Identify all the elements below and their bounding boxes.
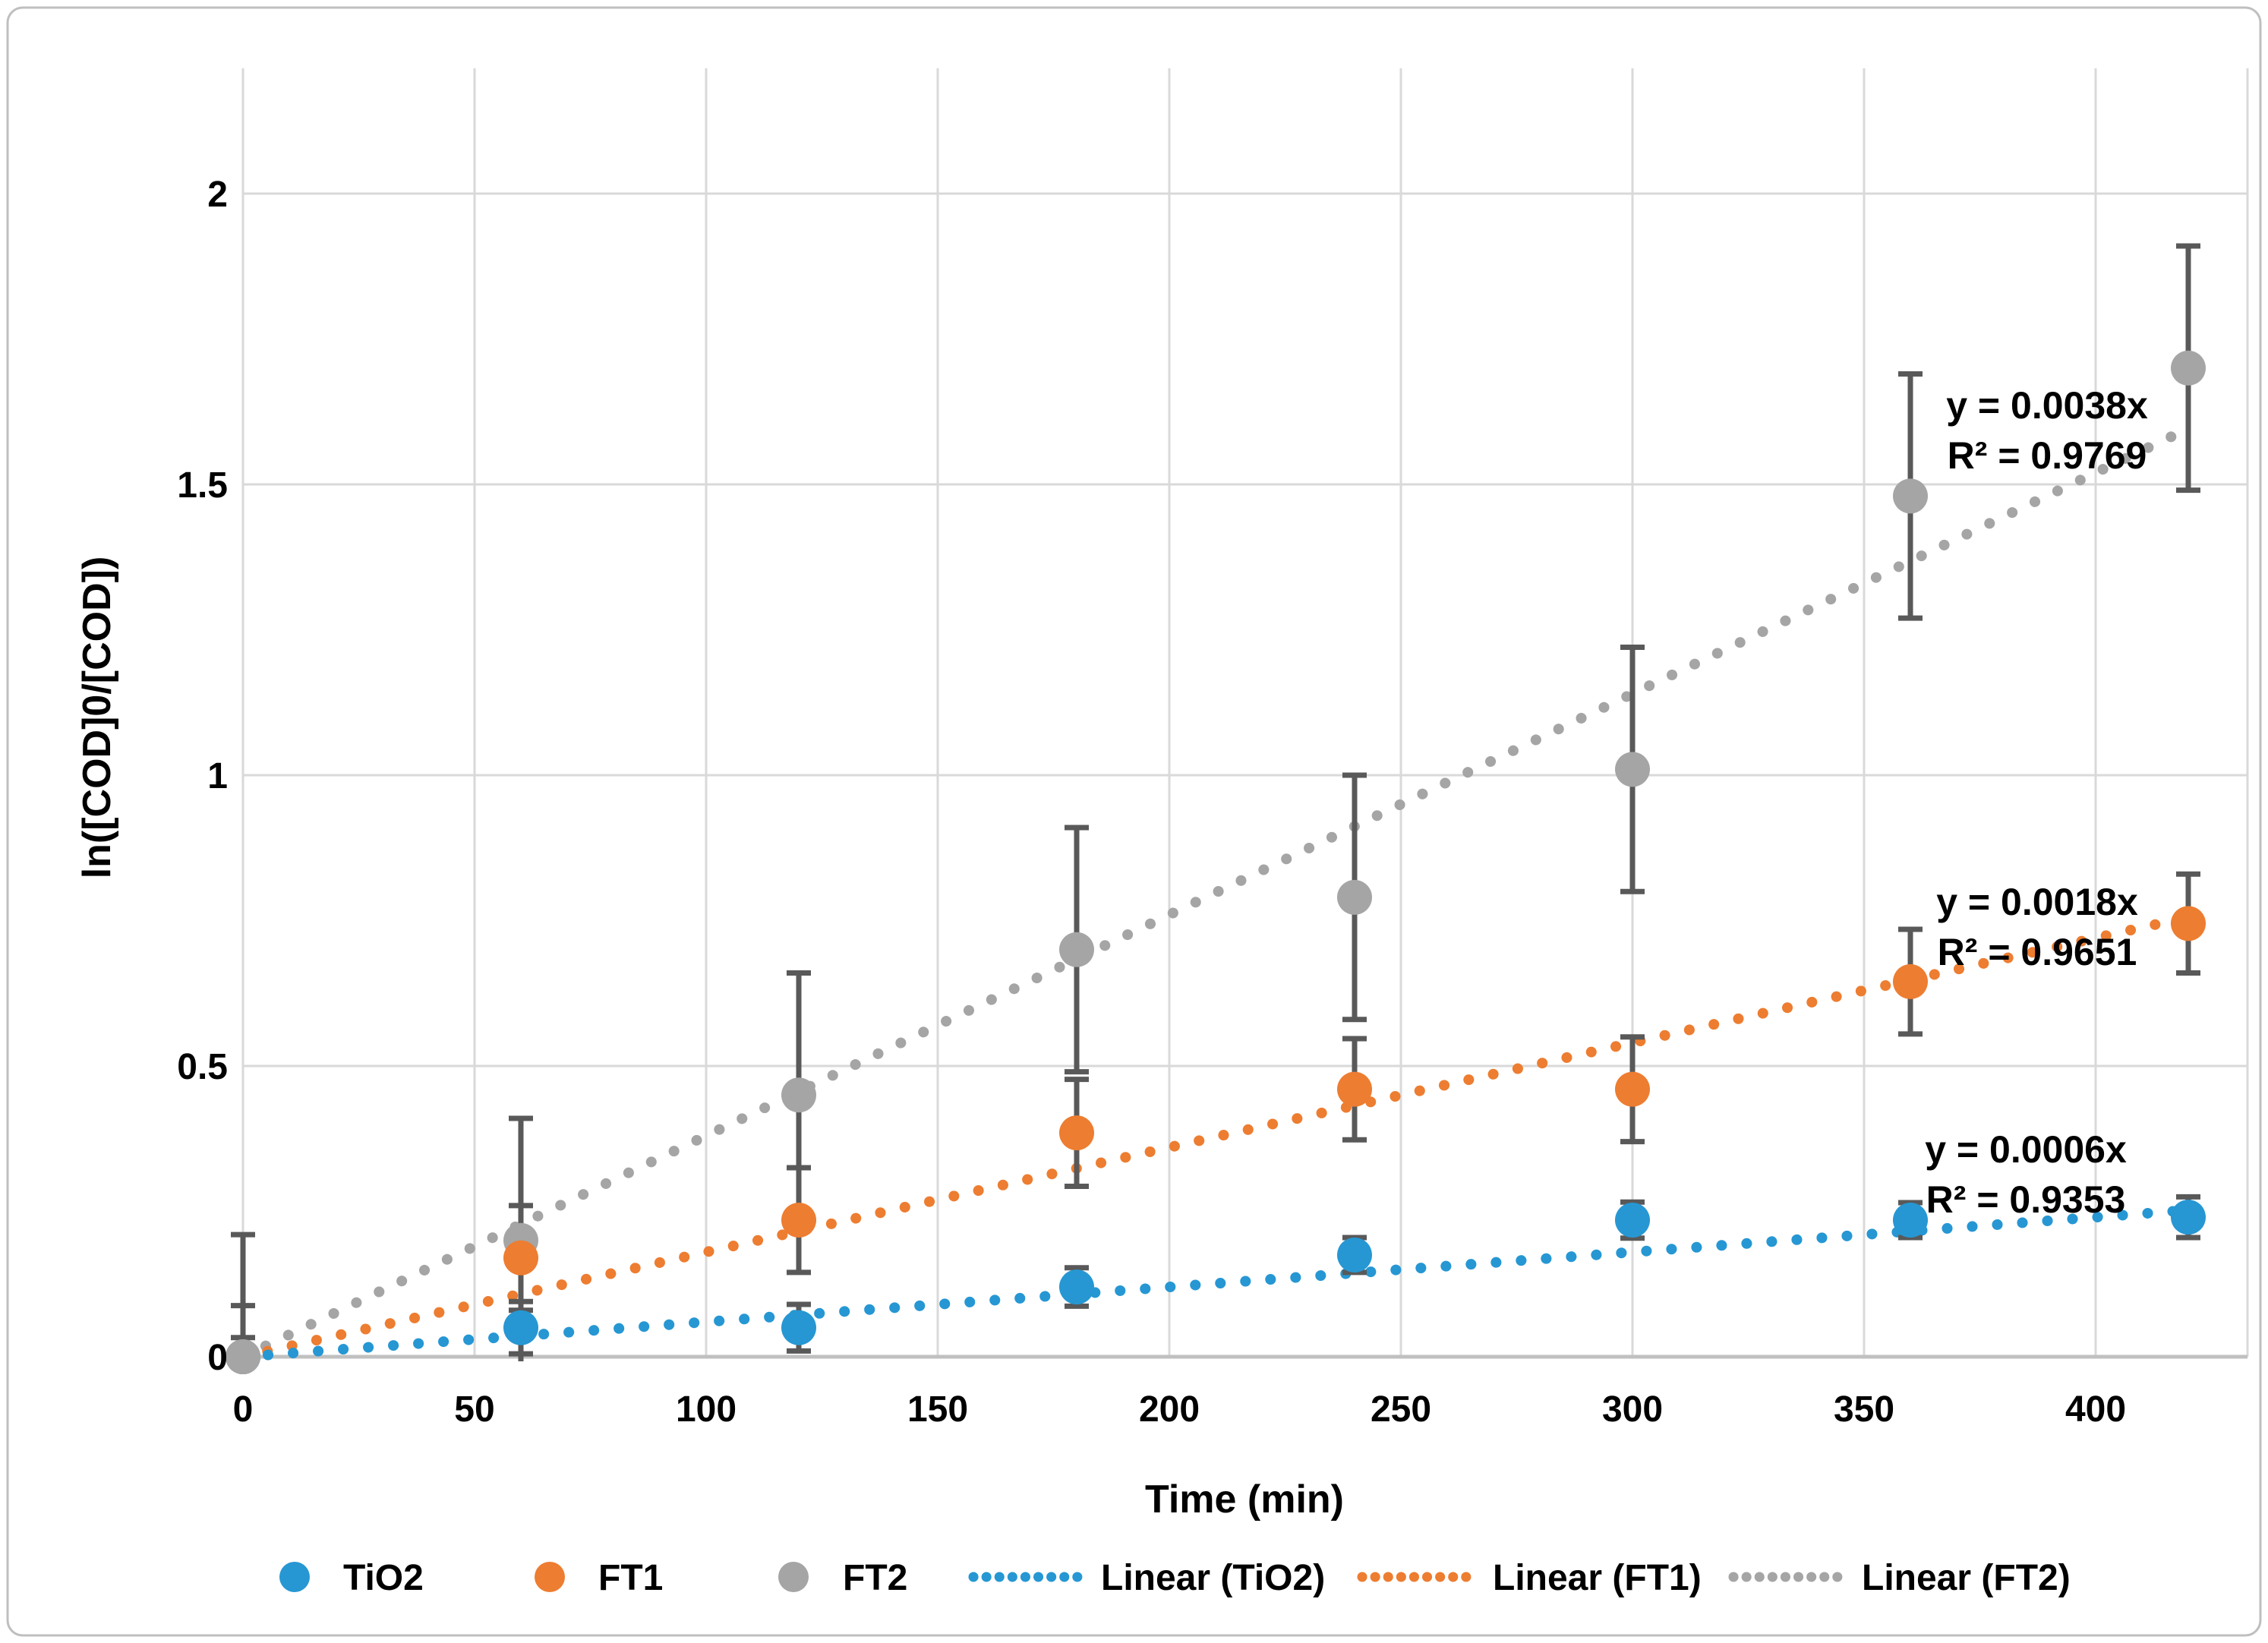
y-axis-title: ln([COD]0/[COD])	[75, 556, 119, 879]
y-tick-label: 2	[207, 175, 228, 215]
trendline-r2-tio2: R² = 0.9353	[1926, 1178, 2126, 1221]
data-point-ft2	[1337, 879, 1372, 915]
x-tick-label: 50	[454, 1389, 494, 1430]
data-point-ft1	[2171, 906, 2206, 941]
chart-border	[6, 6, 2262, 1637]
x-tick-label: 150	[907, 1389, 968, 1430]
x-tick-label: 200	[1139, 1389, 1200, 1430]
trendline-ft2	[238, 421, 2199, 1362]
legend-marker-ft2	[778, 1562, 809, 1592]
data-point-ft1	[1615, 1071, 1650, 1107]
x-tick-label: 0	[233, 1389, 254, 1430]
data-point-ft2	[2171, 350, 2206, 386]
x-axis-title: Time (min)	[1145, 1477, 1344, 1522]
data-point-tio2	[781, 1310, 816, 1345]
legend-label: Linear (TiO2)	[1101, 1558, 1325, 1598]
trendline-r2-ft1: R² = 0.9651	[1937, 931, 2137, 973]
data-point-ft1	[1059, 1115, 1094, 1151]
data-point-ft2	[1059, 932, 1094, 967]
data-point-tio2	[503, 1310, 538, 1345]
x-tick-label: 400	[2065, 1389, 2126, 1430]
y-tick-label: 1.5	[177, 465, 228, 506]
x-tick-label: 250	[1371, 1389, 1431, 1430]
x-tick-label: 300	[1602, 1389, 1663, 1430]
data-point-ft1	[1337, 1071, 1372, 1107]
data-point-ft1	[1893, 963, 1928, 999]
data-point-ft1	[503, 1240, 538, 1276]
y-tick-label: 0	[207, 1338, 228, 1378]
legend-marker-ft1	[535, 1562, 565, 1592]
trendline-equation-tio2: y = 0.0006x	[1925, 1128, 2127, 1171]
legend-label: TiO2	[343, 1558, 424, 1598]
data-point-tio2	[2171, 1200, 2206, 1235]
data-point-tio2	[1615, 1202, 1650, 1238]
data-point-ft2	[781, 1077, 816, 1113]
legend-marker-tio2	[279, 1562, 310, 1592]
y-tick-label: 1	[207, 756, 228, 796]
data-point-ft1	[781, 1202, 816, 1238]
trendline-r2-ft2: R² = 0.9769	[1947, 434, 2147, 477]
y-tick-label: 0.5	[177, 1047, 228, 1087]
data-point-tio2	[1059, 1269, 1094, 1305]
trendline-tio2	[238, 1204, 2199, 1362]
x-tick-label: 350	[1834, 1389, 1894, 1430]
data-point-ft2	[1893, 478, 1928, 514]
legend-label: Linear (FT2)	[1862, 1558, 2071, 1598]
data-point-ft2	[1615, 752, 1650, 787]
data-point-tio2	[1337, 1237, 1372, 1272]
data-point-ft2	[226, 1339, 260, 1374]
legend-label: Linear (FT1)	[1493, 1558, 1702, 1598]
data-point-tio2	[1893, 1202, 1928, 1238]
legend-label: FT2	[843, 1558, 907, 1598]
trendline-equation-ft2: y = 0.0038x	[1946, 384, 2148, 427]
legend-label: FT1	[598, 1558, 663, 1598]
x-tick-label: 100	[676, 1389, 737, 1430]
trendline-equation-ft1: y = 0.0018x	[1936, 881, 2138, 923]
